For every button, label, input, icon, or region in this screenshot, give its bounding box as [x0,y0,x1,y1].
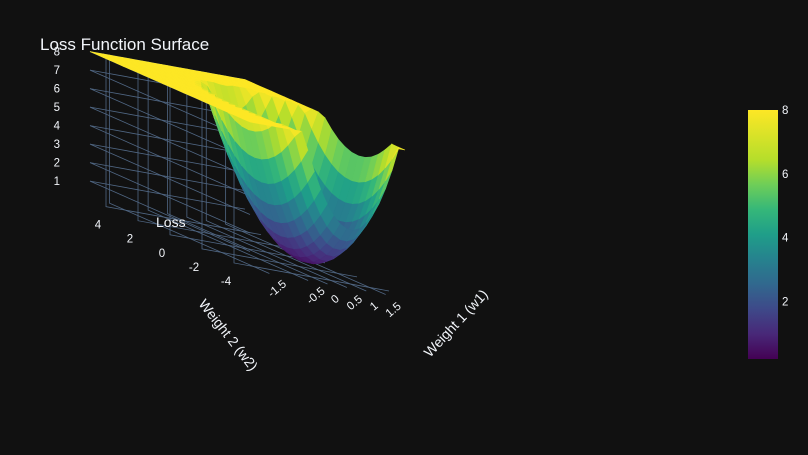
colorbar-tick-label: 6 [782,169,788,181]
grid-line-y [105,58,262,236]
grid-line-z [89,162,251,234]
z-tick-label: 2 [54,158,60,170]
y-tick-label: 4 [95,220,102,232]
loss-surface [89,51,406,265]
colorbar-ticks: 2 4 6 8 [782,105,789,309]
colorbar-gradient [748,110,778,359]
y-tick-label: -4 [221,276,232,288]
grid-line-z [89,180,251,252]
grid-line-y [169,86,326,264]
z-tick-label: 8 [54,47,60,59]
colorbar-tick-label: 8 [782,105,788,117]
z-tick-label: 5 [54,102,60,114]
x-tick-label: -0.5 [305,285,328,307]
z-tick-label: 7 [54,65,60,77]
surface-patch [391,146,406,160]
x-tick-label: 1.5 [384,300,404,319]
grid-line-z [89,143,251,215]
grid-line-x [205,72,367,292]
colorbar: 2 4 6 8 [748,105,789,359]
chart-title: Loss Function Surface [40,35,209,54]
x-tick-label: -1.5 [266,278,289,300]
grid-line-x [167,65,328,285]
z-tick-label: 6 [54,84,60,96]
x-tick-label: 1 [368,300,381,313]
grid-line-y [137,72,294,250]
x-tick-label: 0 [329,293,342,306]
y-tick-label: 2 [127,234,133,246]
grid-line-z [89,88,251,160]
grid-line-x [186,69,348,288]
y-tick-label: -2 [189,262,199,274]
z-axis-title: Loss [156,214,186,230]
colorbar-tick-label: 4 [782,233,789,245]
colorbar-tick-label: 2 [782,297,788,309]
z-tick-label: 1 [54,176,60,188]
grid-line-y [201,100,358,278]
x-tick-label: 0.5 [345,293,365,312]
y-tick-label: 0 [159,248,165,260]
grid-line-x [108,55,270,274]
grid-line-x [147,62,309,281]
z-tick-label: 3 [54,139,60,151]
y-axis-title: Weight 2 (w2) [196,296,262,374]
z-tick-label: 4 [54,121,61,133]
grid-line-z [89,125,251,197]
grid-line-z [89,106,251,178]
x-axis-title: Weight 1 (w1) [420,286,490,360]
